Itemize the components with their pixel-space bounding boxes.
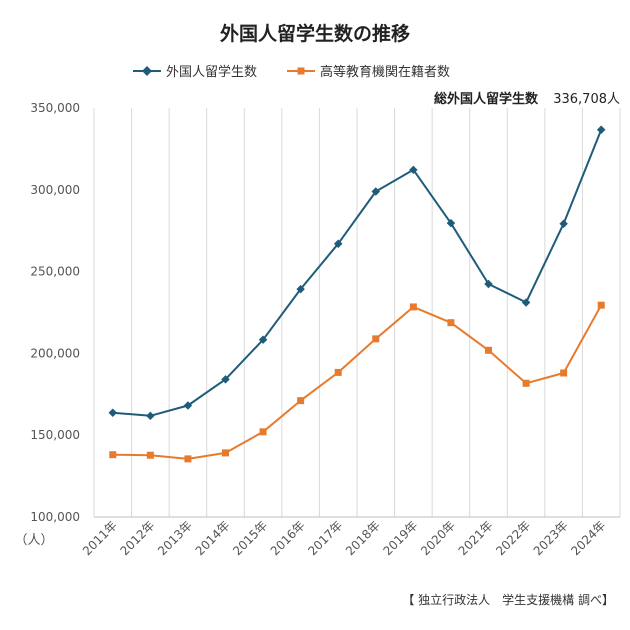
y-tick-label: 150,000 <box>30 428 80 442</box>
data-point-2 <box>409 303 417 311</box>
x-tick-label: 2013年 <box>155 518 195 558</box>
data-point-2 <box>297 397 305 405</box>
data-point-1 <box>296 284 305 294</box>
axis-layer: 350,000 300,000 250,000 200,000 150,000 100,0… <box>30 101 620 558</box>
y-tick-label: 300,000 <box>30 183 80 197</box>
legend-marker-square <box>297 67 305 75</box>
legend-label: 高等教育機関在籍者数 <box>320 64 450 80</box>
legend-item-series-2: 高等教育機関在籍者数 <box>287 64 450 80</box>
annotation-label: 総外国人留学生数 <box>434 91 539 107</box>
x-tick-label: 2021年 <box>456 518 496 558</box>
series-line-1 <box>112 129 603 417</box>
data-point-1 <box>258 335 268 344</box>
data-point-2 <box>522 379 530 387</box>
data-point-1 <box>108 408 118 418</box>
x-tick-label: 2011年 <box>80 518 120 558</box>
x-tick-label: 2019年 <box>380 518 420 558</box>
y-tick-label: 350,000 <box>30 101 80 115</box>
legend: 外国人留学生数 高等教育機関在籍者数 <box>133 64 450 80</box>
x-tick-label: 2018年 <box>343 518 383 558</box>
data-point-2 <box>146 451 154 459</box>
data-point-1 <box>183 401 193 410</box>
data-point-1 <box>484 279 493 289</box>
data-point-2 <box>259 428 267 436</box>
data-point-1 <box>146 411 155 421</box>
data-point-2 <box>560 369 568 377</box>
y-axis-unit: （人） <box>14 533 53 548</box>
data-point-1 <box>221 375 230 384</box>
annotation-value: 336,708人 <box>553 92 620 107</box>
chart-title: 外国人留学生数の推移 <box>220 22 410 45</box>
x-tick-label: 2017年 <box>305 518 345 558</box>
data-point-1 <box>559 219 568 228</box>
data-point-1 <box>371 187 381 196</box>
series-line-2 <box>112 304 603 460</box>
legend-item-series-1: 外国人留学生数 <box>133 64 257 80</box>
data-point-1 <box>596 125 606 134</box>
data-point-2 <box>184 455 192 463</box>
legend-marker-diamond <box>142 66 152 76</box>
data-point-2 <box>485 346 492 354</box>
data-point-1 <box>409 165 418 175</box>
data-point-2 <box>222 449 229 457</box>
x-tick-label: 2012年 <box>117 518 157 558</box>
y-tick-label: 200,000 <box>30 346 80 360</box>
x-tick-label: 2016年 <box>268 518 308 558</box>
data-point-1 <box>333 239 343 248</box>
x-tick-label: 2014年 <box>193 518 233 558</box>
data-point-1 <box>446 218 456 228</box>
data-point-2 <box>447 319 455 327</box>
x-tick-label: 2023年 <box>531 518 571 558</box>
data-point-2 <box>334 368 342 376</box>
x-tick-label: 2020年 <box>418 518 458 558</box>
source-note: 【 独立行政法人 学生支援機構 調べ】 <box>402 592 614 607</box>
data-point-1 <box>521 298 531 307</box>
data-point-2 <box>109 451 117 459</box>
x-tick-label: 2015年 <box>230 518 270 558</box>
y-tick-label: 100,000 <box>30 510 80 524</box>
x-tick-label: 2022年 <box>493 518 533 558</box>
legend-label: 外国人留学生数 <box>166 64 257 80</box>
data-point-2 <box>372 335 380 343</box>
x-tick-label: 2024年 <box>568 518 608 558</box>
data-point-2 <box>597 301 605 309</box>
grid-layer <box>93 108 621 517</box>
y-tick-label: 250,000 <box>30 265 80 279</box>
